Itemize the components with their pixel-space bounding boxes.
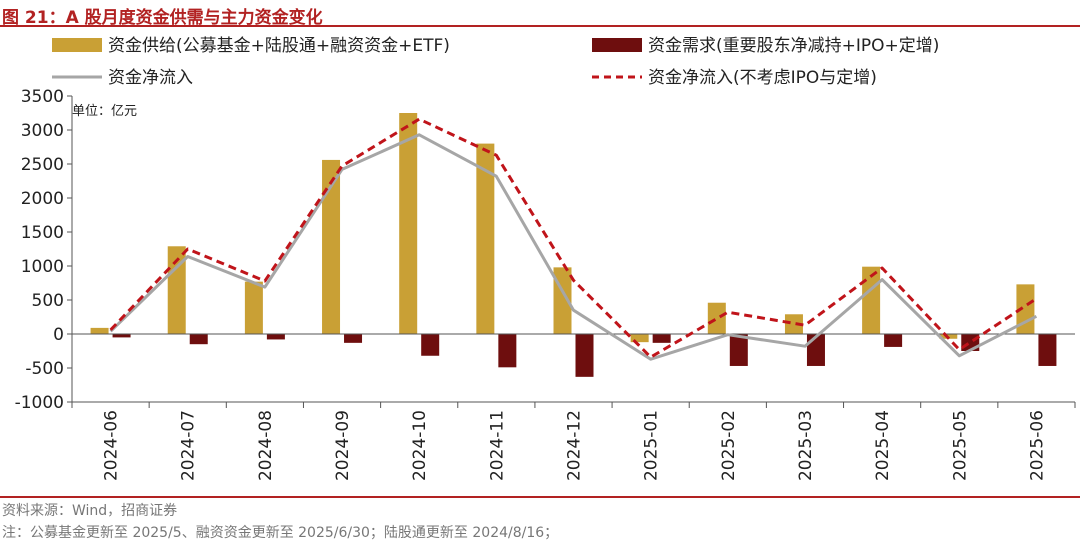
demand-bar xyxy=(112,334,131,338)
supply-bar xyxy=(630,334,649,343)
bar-series xyxy=(72,113,1075,377)
y-tick-label: 3000 xyxy=(21,121,64,141)
demand-bar xyxy=(652,334,671,343)
y-tick-label: -500 xyxy=(25,359,64,379)
supply-bar xyxy=(707,302,726,334)
source-note: 资料来源：Wind，招商证券 xyxy=(2,503,178,519)
supply-bar xyxy=(322,159,341,334)
y-tick-label: -1000 xyxy=(15,393,64,413)
figure-title: 图 21：A 股月度资金供需与主力资金变化 xyxy=(2,8,323,28)
x-tick-label: 2025-03 xyxy=(796,410,816,481)
y-tick-label: 1500 xyxy=(21,223,64,243)
legend-label-3: 资金净流入(不考虑IPO与定增) xyxy=(648,68,877,88)
y-tick-label: 3500 xyxy=(21,87,64,107)
x-tick-label: 2025-01 xyxy=(642,410,662,481)
fund-flow-chart: 资金供给(公募基金+陆股通+融资资金+ETF) 资金需求(重要股东净减持+IPO+… xyxy=(15,36,1076,481)
y-tick-label: 2000 xyxy=(21,189,64,209)
figure-title-bar: 图 21：A 股月度资金供需与主力资金变化 xyxy=(0,0,1080,28)
x-tick-label: 2024-10 xyxy=(410,410,430,481)
supply-bar xyxy=(244,281,263,334)
supply-bar xyxy=(476,143,495,334)
demand-bar xyxy=(266,334,285,340)
legend-label-0: 资金供给(公募基金+陆股通+融资资金+ETF) xyxy=(108,36,450,56)
y-axis: -1000 -500 0 500 1000 1500 2000 2500 3000 3500 xyxy=(15,87,73,413)
x-tick-label: 2024-09 xyxy=(333,410,353,481)
x-tick-label: 2024-07 xyxy=(179,410,199,481)
legend-swatch-0 xyxy=(52,38,102,52)
supply-bar xyxy=(784,314,803,334)
x-tick-label: 2024-12 xyxy=(565,410,585,481)
x-tick-label: 2025-02 xyxy=(719,410,739,481)
legend: 资金供给(公募基金+陆股通+融资资金+ETF) 资金需求(重要股东净减持+IPO+… xyxy=(52,36,939,88)
x-tick-label: 2024-06 xyxy=(102,410,122,481)
x-tick-label: 2025-05 xyxy=(950,410,970,481)
x-tick-label: 2024-08 xyxy=(256,410,276,481)
net-inflow-ex-ipo-line xyxy=(109,117,1038,359)
legend-label-1: 资金需求(重要股东净减持+IPO+定增) xyxy=(648,36,939,56)
demand-bar xyxy=(344,334,363,343)
demand-bar xyxy=(575,334,594,377)
demand-bar xyxy=(421,334,440,356)
demand-bar xyxy=(806,334,825,366)
y-tick-label: 2500 xyxy=(21,155,64,175)
footnote: 注：公募基金更新至 2025/5、融资资金更新至 2025/6/30；陆股通更新… xyxy=(2,525,559,541)
x-axis: 2024-06 2024-07 2024-08 2024-09 2024-10 2024-… xyxy=(71,401,1076,481)
demand-bar xyxy=(884,334,903,347)
y-tick-label: 1000 xyxy=(21,257,64,277)
supply-bar xyxy=(399,113,418,334)
line-series xyxy=(109,117,1038,361)
x-tick-label: 2025-06 xyxy=(1027,410,1047,481)
unit-note: 单位：亿元 xyxy=(72,104,137,119)
demand-bar xyxy=(189,334,208,345)
y-tick-label: 500 xyxy=(32,291,64,311)
supply-bar xyxy=(167,246,186,334)
footer-divider xyxy=(0,496,1080,498)
demand-bar xyxy=(498,334,517,368)
x-tick-label: 2025-04 xyxy=(873,410,893,481)
supply-bar xyxy=(90,327,109,334)
supply-bar xyxy=(1016,284,1035,334)
legend-swatch-1 xyxy=(592,38,642,52)
x-tick-label: 2024-11 xyxy=(487,410,507,481)
chart-area: 资金供给(公募基金+陆股通+融资资金+ETF) 资金需求(重要股东净减持+IPO+… xyxy=(0,27,1080,495)
demand-bar xyxy=(729,334,748,366)
demand-bar xyxy=(1038,334,1057,366)
net-inflow-line xyxy=(109,133,1038,361)
legend-label-2: 资金净流入 xyxy=(108,68,193,88)
y-tick-label: 0 xyxy=(53,325,64,345)
